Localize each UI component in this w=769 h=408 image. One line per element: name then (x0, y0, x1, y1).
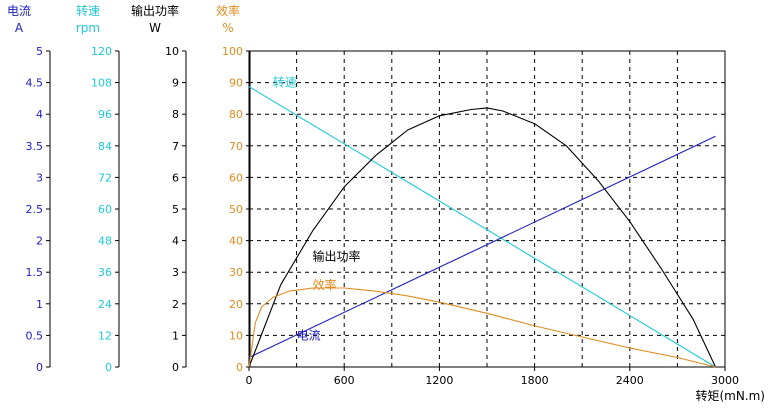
y-tick-label: 1 (36, 298, 43, 311)
x-tick-label: 1200 (425, 374, 453, 387)
y-tick-label: 80 (229, 108, 243, 121)
y-tick-label: 12 (98, 329, 112, 342)
y-tick-label: 48 (98, 235, 112, 248)
y-axis-title: 效率 (216, 3, 240, 18)
y-tick-label: 1 (172, 329, 179, 342)
x-tick-label: 2400 (616, 374, 644, 387)
chart-series (248, 86, 716, 368)
x-tick-label: 3000 (711, 374, 739, 387)
y-axis-title: 转速 (76, 3, 100, 18)
y-tick-label: 0 (105, 361, 112, 374)
y-tick-label: 4 (172, 235, 179, 248)
y-tick-label: 3.5 (26, 140, 44, 153)
y-tick-label: 0.5 (26, 329, 44, 342)
series-line-power (248, 107, 716, 368)
y-tick-label: 120 (91, 45, 112, 58)
plot-grid (248, 50, 726, 368)
y-tick-label: 0 (36, 361, 43, 374)
y-tick-label: 7 (172, 140, 179, 153)
series-label: 效率 (312, 277, 336, 292)
y-tick-label: 24 (98, 298, 112, 311)
y-axis-efficiency: 0 10 20 30 40 50 60 70 80 90 100 效率% (216, 3, 251, 374)
y-tick-label: 3 (36, 171, 43, 184)
y-tick-label: 6 (172, 171, 179, 184)
x-tick-label: 0 (246, 374, 253, 387)
y-axis-speed: 0 12 24 36 48 60 72 84 96 108 120 转速 rpm (76, 3, 120, 374)
y-tick-label: 72 (98, 171, 112, 184)
y-tick-label: 90 (229, 77, 243, 90)
y-axis-unit: A (15, 21, 24, 35)
y-axis-unit: W (149, 21, 161, 35)
y-tick-label: 20 (229, 298, 243, 311)
y-tick-label: 0 (236, 361, 243, 374)
x-tick-label: 600 (334, 374, 355, 387)
y-tick-label: 60 (229, 171, 243, 184)
y-tick-label: 8 (172, 108, 179, 121)
series-label: 转速 (273, 75, 297, 90)
series-label: 输出功率 (312, 248, 360, 263)
y-tick-label: 2 (172, 298, 179, 311)
y-tick-label: 36 (98, 266, 112, 279)
series-line-efficiency (248, 287, 716, 368)
y-axes: 00.511.522.533.544.55电流A0122436486072849… (7, 3, 251, 374)
y-axis-title: 输出功率 (131, 3, 179, 18)
y-tick-label: 5 (36, 45, 43, 58)
series-line-current (248, 135, 716, 358)
y-tick-label: 30 (229, 266, 243, 279)
y-tick-label: 70 (229, 140, 243, 153)
y-tick-label: 100 (222, 45, 243, 58)
y-tick-label: 5 (172, 203, 179, 216)
y-tick-label: 50 (229, 203, 243, 216)
y-tick-label: 40 (229, 235, 243, 248)
y-tick-label: 108 (91, 77, 112, 90)
y-tick-label: 60 (98, 203, 112, 216)
x-axis-title: 转矩(mN.m) (695, 388, 765, 403)
series-line-speed (248, 86, 716, 368)
y-tick-label: 2 (36, 235, 43, 248)
plot-border (248, 50, 726, 368)
y-tick-label: 10 (165, 45, 179, 58)
y-axis-current: 0 0.5 1 1.5 2 2.5 3 3.5 4 4.5 5 电流 A (7, 4, 51, 374)
y-axis-unit: % (222, 21, 233, 35)
y-tick-label: 2.5 (26, 203, 44, 216)
y-tick-label: 4 (36, 108, 43, 121)
y-axis-power: 0 1 2 3 4 5 6 7 8 9 10 输出功率 W (131, 3, 187, 374)
y-axis-unit: rpm (76, 21, 100, 35)
y-tick-label: 4.5 (26, 77, 44, 90)
y-tick-label: 9 (172, 77, 179, 90)
y-tick-label: 84 (98, 140, 112, 153)
y-tick-label: 10 (229, 329, 243, 342)
y-tick-label: 0 (172, 361, 179, 374)
series-label: 电流 (297, 328, 321, 342)
x-tick-label: 1800 (521, 374, 549, 387)
y-tick-label: 3 (172, 266, 179, 279)
y-tick-label: 96 (98, 108, 112, 121)
y-tick-label: 1.5 (26, 266, 44, 279)
y-axis-title: 电流 (7, 4, 31, 18)
